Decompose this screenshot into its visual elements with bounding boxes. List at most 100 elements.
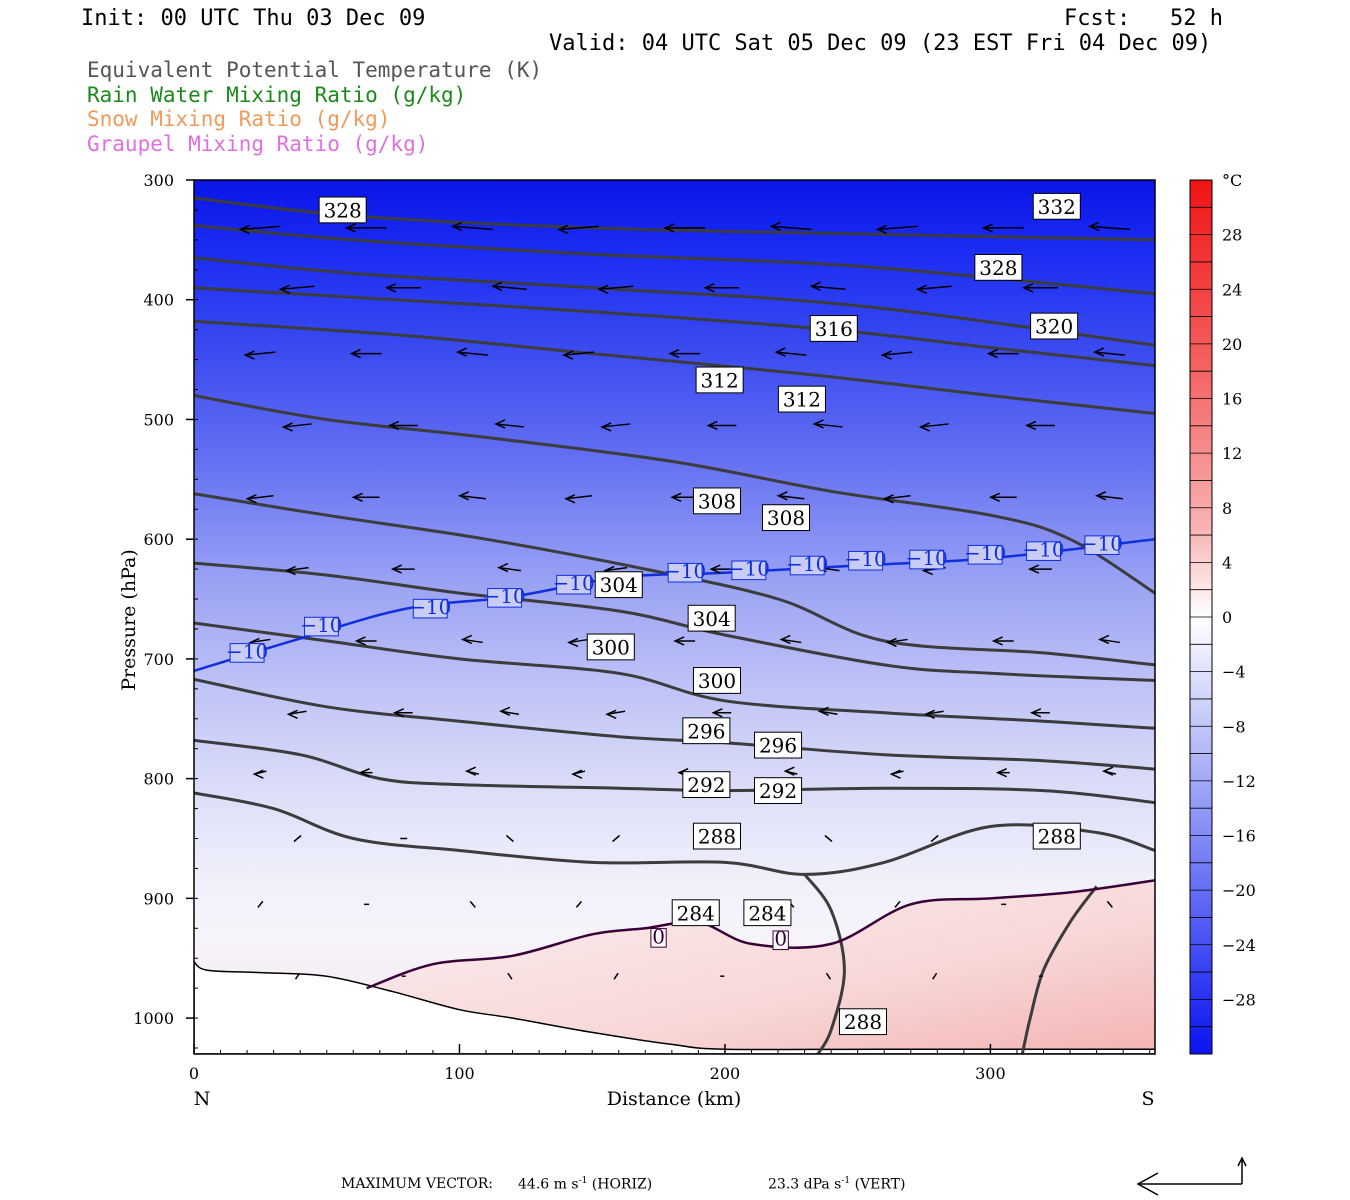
wind-vector-head	[286, 709, 298, 719]
wind-vector	[599, 285, 634, 291]
legend-rain: Rain Water Mixing Ratio (g/kg)	[87, 83, 467, 107]
wind-vector-head	[915, 284, 927, 294]
reference-vector	[1136, 1156, 1247, 1196]
wind-vector-head	[491, 281, 503, 291]
minus10-label: −10	[728, 557, 770, 581]
theta-e-label: 312	[783, 388, 821, 412]
wind-vector	[1106, 900, 1113, 908]
wind-vector-head	[882, 494, 894, 504]
wind-vector	[917, 285, 952, 291]
wind-vector-head	[460, 634, 473, 645]
minus10-label-box	[229, 643, 265, 663]
wind-vector	[568, 638, 590, 644]
wind-vector-head	[245, 494, 257, 504]
wind-vector	[288, 710, 307, 716]
wind-vector-head	[889, 769, 901, 779]
contour-labels: 328 332 328 316 320 312 312 308 308 304 304 300 300 2…	[226, 192, 1123, 1036]
wind-vector	[814, 423, 843, 428]
terrain	[194, 960, 1155, 1054]
colorbar-tick-label: −8	[1222, 717, 1246, 736]
theta-e-contour-296	[194, 677, 1155, 771]
wind-vector-head	[703, 283, 715, 293]
theta-e-label: 296	[759, 734, 797, 758]
theta-e-label-box	[594, 571, 643, 599]
theta-e-label-box	[754, 731, 803, 759]
axes: 300 400 500 600 700 800 900 1000 0 100 200 300	[133, 171, 1151, 1083]
theta-e-label-box	[809, 315, 858, 342]
wind-vector-head	[776, 491, 788, 501]
wind-vector	[286, 566, 309, 572]
theta-e-contour-284	[1020, 885, 1098, 1054]
theta-e-label-box	[754, 777, 803, 805]
theta-e-label-box	[682, 717, 731, 745]
minus10-label-box	[731, 560, 767, 581]
wind-vector	[575, 900, 583, 908]
wind-vector	[613, 972, 619, 980]
wind-vector-head	[605, 709, 617, 719]
freezing-label: 0	[652, 924, 665, 948]
wind-vector	[602, 423, 631, 428]
wind-vector	[920, 423, 949, 428]
theta-e-contour-292	[194, 738, 1155, 805]
theta-e-contour-288	[194, 791, 1155, 876]
wind-vector	[457, 351, 488, 356]
wind-vector-head	[1102, 766, 1114, 776]
minus10-label: −10	[964, 541, 1006, 565]
minus10-label: −10	[1022, 538, 1064, 562]
theta-e-contours	[194, 196, 1155, 1054]
theta-e-label-box	[682, 771, 731, 799]
y-tick-label: 400	[143, 291, 174, 310]
theta-e-label: 320	[1035, 315, 1073, 339]
wind-vector-head	[981, 223, 993, 233]
warm-region	[366, 880, 1155, 1054]
wind-vector	[250, 638, 271, 644]
wind-vector	[257, 900, 264, 908]
wind-vector-head	[284, 565, 296, 576]
colorbar-tick-label: −16	[1222, 827, 1256, 846]
theta-e-label-box	[761, 504, 811, 532]
theta-e-label-box	[695, 366, 744, 394]
wind-vector	[776, 351, 807, 356]
colorbar-ticks: 28 24 20 16 12 8 4 0 −4 −8 −12 −16 −20 −24 −28	[1190, 206, 1256, 1028]
colorbar-tick-label: −12	[1222, 772, 1256, 791]
freezing-label: 0	[774, 927, 787, 951]
theta-e-label: 288	[698, 825, 736, 849]
minus10-label-box	[303, 616, 339, 637]
wind-vector	[240, 225, 281, 231]
wind-vector	[462, 638, 483, 644]
init-time: Init: 00 UTC Thu 03 Dec 09	[81, 6, 426, 31]
wind-vector-head	[880, 350, 892, 360]
minus10-label: −10	[845, 547, 887, 571]
colorbar-tick-label: −28	[1222, 990, 1256, 1009]
theta-e-label: 328	[979, 256, 1017, 280]
north-label: N	[194, 1088, 211, 1110]
freezing-contour	[366, 879, 1155, 990]
wind-vector	[781, 638, 802, 644]
wind-vector	[877, 225, 918, 231]
wind-vector-head	[384, 283, 397, 293]
wind-vector-head	[564, 494, 576, 504]
wind-vector	[294, 972, 301, 980]
theta-e-label-box	[318, 196, 367, 224]
wind-vector-head	[238, 224, 250, 235]
theta-e-contour-284	[803, 873, 846, 1054]
theta-e-label-box	[586, 633, 635, 661]
theta-e-contour-304	[194, 561, 1155, 682]
wind-vector-head	[918, 422, 930, 432]
wind-vector-head	[779, 634, 791, 645]
colorbar-tick-label: 12	[1222, 444, 1242, 463]
x-tick-label: 100	[444, 1064, 475, 1083]
minus10-label-box	[487, 588, 523, 608]
wind-vector-head	[349, 348, 361, 359]
wind-vector-head	[991, 636, 1003, 646]
wind-vector	[778, 495, 805, 500]
wind-vector	[492, 285, 527, 291]
minus10-label: −10	[300, 613, 342, 637]
wind-vector-head	[354, 636, 366, 646]
minus10-label: −10	[409, 595, 451, 619]
wind-vector-head	[663, 223, 675, 233]
wind-vector-head	[571, 769, 583, 779]
theta-e-label: 304	[693, 607, 731, 631]
theta-e-contour-324	[194, 256, 1155, 347]
theta-e-label-box	[743, 899, 792, 927]
